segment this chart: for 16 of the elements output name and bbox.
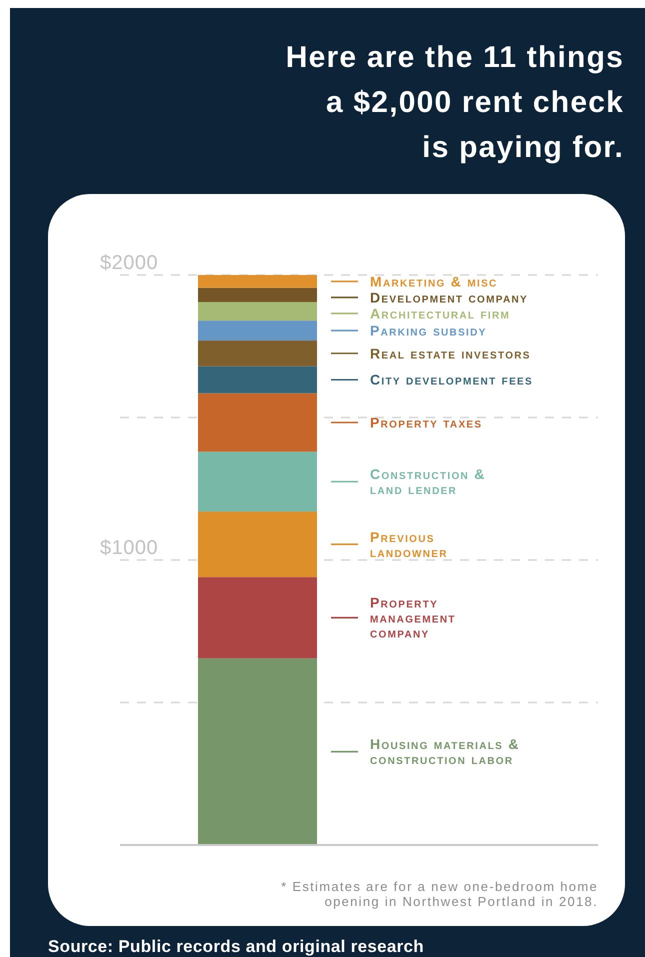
legend-label: Previous landowner	[370, 528, 448, 560]
legend-label: Real estate investors	[370, 345, 531, 362]
legend-label: Parking subsidy	[370, 322, 487, 339]
legend-label: Property taxes	[370, 414, 482, 430]
y-tick-label: $1000	[100, 537, 158, 559]
legend-label: Construction & land lender	[370, 466, 486, 498]
legend-label: Housing materials & construction labor	[370, 736, 520, 768]
legend-label: Architectural firm	[370, 305, 510, 322]
source-note: Source: Public records and original research	[48, 937, 424, 956]
legend-label: City development fees	[370, 372, 533, 388]
legend-label: Development company	[370, 289, 528, 306]
legend-label: Property management company	[370, 594, 456, 641]
chart-title: Here are the 11 things a $2,000 rent check is paying for.	[286, 41, 624, 164]
text: * Estimates are for a new one-bedroom home opening in Northwest Portland in 2018.	[281, 879, 598, 909]
legend-label: Marketing & misc	[370, 273, 498, 290]
y-tick-label: $2000	[100, 252, 158, 274]
